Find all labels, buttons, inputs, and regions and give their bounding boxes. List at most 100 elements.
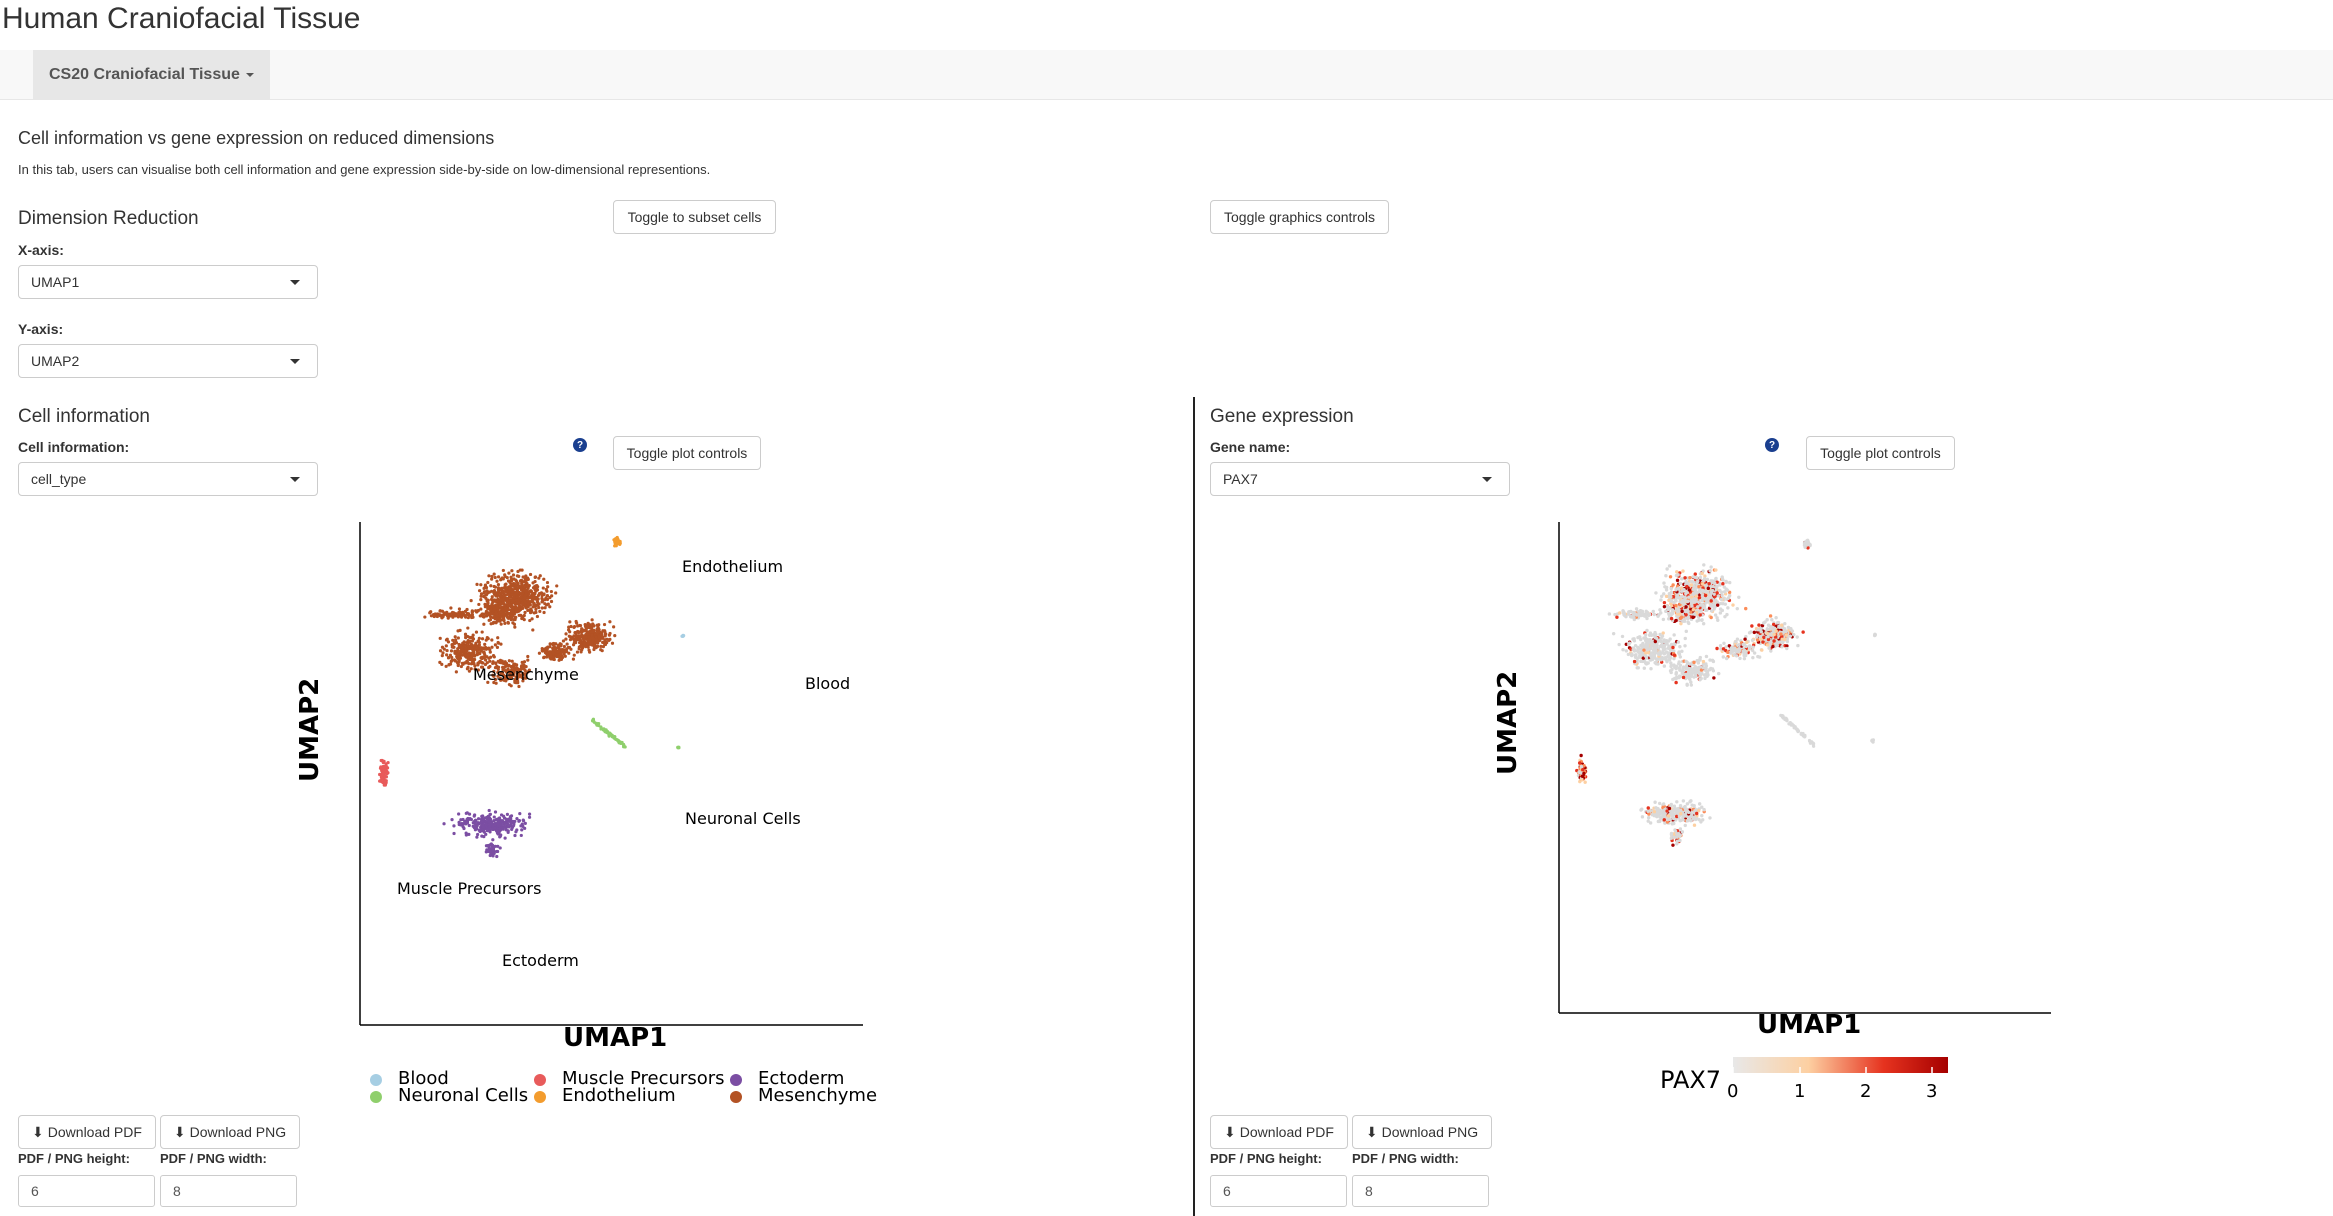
toggle-plot-controls-left[interactable]: Toggle plot controls (613, 436, 761, 470)
gene-name-select[interactable]: PAX7 (1210, 462, 1510, 496)
expression-dot (1771, 644, 1775, 649)
help-icon[interactable]: ? (573, 438, 587, 452)
cell-dot (491, 848, 495, 852)
expression-dot (1675, 570, 1679, 574)
cell-dot (458, 610, 462, 614)
width-input-left[interactable] (160, 1175, 297, 1207)
expression-dot (1626, 652, 1631, 657)
download-pdf-right[interactable]: ⬇ Download PDF (1210, 1115, 1348, 1149)
expression-dot (1580, 778, 1584, 782)
expression-dot (1709, 579, 1713, 583)
cell-dot (582, 642, 587, 646)
expression-dot (1793, 725, 1797, 729)
height-input-left[interactable] (18, 1175, 155, 1207)
cell-dot (542, 577, 546, 581)
expression-dot (1645, 628, 1649, 633)
expression-dot (1705, 577, 1710, 582)
expression-dot (1709, 615, 1713, 620)
expression-dot (1617, 611, 1622, 615)
y-axis-select[interactable]: UMAP2 (18, 344, 318, 378)
cell-dot (510, 569, 514, 573)
expression-dot (1783, 621, 1787, 626)
cell-dot (483, 658, 488, 662)
expression-dot (1742, 656, 1747, 661)
cell-dot (450, 817, 454, 822)
cell-dot (515, 663, 519, 667)
width-input-right[interactable] (1352, 1175, 1489, 1207)
toggle-graphics-button[interactable]: Toggle graphics controls (1210, 200, 1389, 234)
expression-dot (1700, 599, 1704, 603)
cell-dot (499, 622, 503, 626)
cell-dot (479, 583, 483, 587)
expression-dot (1678, 581, 1683, 586)
toggle-plot-controls-right[interactable]: Toggle plot controls (1806, 436, 1955, 470)
expression-dot (1644, 651, 1648, 655)
cell-dot (379, 765, 383, 769)
help-icon[interactable]: ? (1765, 438, 1779, 452)
cell-info-select[interactable]: cell_type (18, 462, 318, 496)
cell-dot (493, 826, 497, 830)
height-input-right[interactable] (1210, 1175, 1347, 1207)
cell-dot (495, 600, 499, 604)
cell-dot (495, 619, 499, 623)
expression-dot (1662, 581, 1666, 585)
expression-dot (1765, 643, 1770, 647)
expression-dot (1704, 654, 1709, 659)
cell-dot (481, 612, 485, 616)
expression-dot (1683, 596, 1687, 601)
expression-dot (1702, 563, 1706, 567)
cell-dot (487, 590, 492, 594)
expression-dot (1728, 580, 1732, 585)
cell-dot (592, 643, 596, 648)
expression-dot (1667, 612, 1671, 617)
cell-dot (490, 638, 494, 642)
cell-dot (480, 637, 485, 641)
expression-dot (1639, 659, 1643, 664)
expression-dot (1765, 627, 1770, 631)
cell-dot (385, 772, 389, 776)
expression-dot (1743, 637, 1747, 641)
cell-dot (503, 604, 507, 608)
download-png-left[interactable]: ⬇ Download PNG (160, 1115, 300, 1149)
cell-dot (531, 605, 535, 609)
section-heading: Cell information vs gene expression on r… (18, 128, 495, 148)
expression-dot (1812, 744, 1816, 748)
expression-dot (1766, 634, 1770, 639)
expression-dot (1654, 806, 1658, 810)
cell-dot (444, 664, 448, 668)
expression-dot (1688, 800, 1692, 804)
tab-cs20-craniofacial[interactable]: CS20 Craniofacial Tissue (33, 50, 270, 99)
expression-dot (1689, 818, 1693, 823)
cell-dot (490, 577, 494, 581)
cell-dot (383, 779, 387, 783)
cell-dot (542, 656, 546, 660)
expression-dot (1687, 595, 1691, 599)
cell-dot (508, 580, 512, 585)
cell-dot (467, 812, 472, 816)
cell-dot (449, 649, 454, 653)
cell-dot (613, 634, 617, 638)
expression-dot (1669, 595, 1673, 599)
expression-dot (1724, 656, 1729, 661)
expression-dot (1717, 671, 1721, 676)
cell-dot (490, 574, 494, 579)
cell-dot (610, 641, 615, 645)
cell-dot (440, 662, 444, 666)
download-pdf-left[interactable]: ⬇ Download PDF (18, 1115, 156, 1149)
cell-dot (484, 593, 489, 597)
expression-dot (1785, 646, 1789, 651)
download-png-right[interactable]: ⬇ Download PNG (1352, 1115, 1492, 1149)
width-label-right: PDF / PNG width: (1352, 1151, 1459, 1166)
cell-info-value: cell_type (31, 471, 87, 487)
expression-dot (1703, 574, 1707, 578)
expression-dot (1722, 590, 1727, 594)
expression-dot (1652, 809, 1657, 814)
toggle-subset-button[interactable]: Toggle to subset cells (613, 200, 776, 234)
expression-dot (1667, 564, 1672, 568)
cell-dot (612, 625, 616, 629)
expression-dot (1684, 629, 1688, 634)
cell-dot (496, 674, 500, 678)
expression-dot (1682, 588, 1686, 592)
x-axis-select[interactable]: UMAP1 (18, 265, 318, 299)
expression-dot (1646, 819, 1650, 823)
